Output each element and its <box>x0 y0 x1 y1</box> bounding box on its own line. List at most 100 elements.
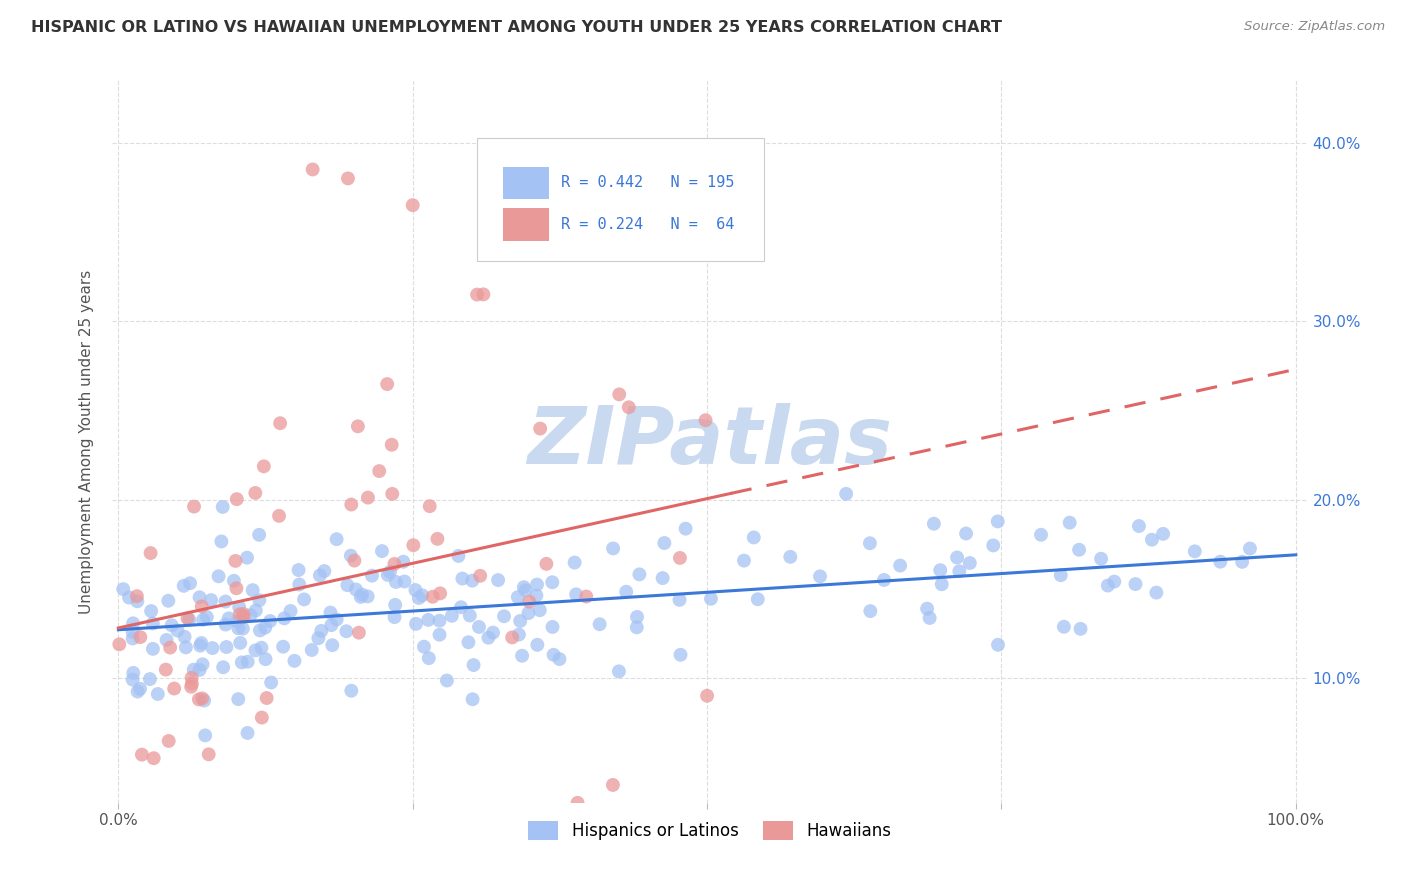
Point <box>201 641 224 656</box>
FancyBboxPatch shape <box>503 167 548 200</box>
Point <box>173 630 195 644</box>
Point <box>183 500 205 514</box>
Point <box>915 601 938 615</box>
Point <box>482 625 505 640</box>
Point <box>188 663 211 677</box>
Point <box>181 676 204 690</box>
Point <box>301 162 323 177</box>
Point <box>517 595 540 609</box>
Point <box>200 593 222 607</box>
Point <box>121 673 143 687</box>
Point <box>188 639 211 653</box>
Point <box>418 613 440 627</box>
Point <box>517 606 540 620</box>
Point <box>236 655 259 669</box>
Point <box>207 569 229 583</box>
Point <box>209 534 232 549</box>
Point <box>191 657 214 672</box>
Point <box>548 652 571 666</box>
Point <box>461 692 484 706</box>
Point <box>614 584 637 599</box>
Point <box>628 567 651 582</box>
Text: Source: ZipAtlas.com: Source: ZipAtlas.com <box>1244 20 1385 33</box>
Text: R = 0.442   N = 195: R = 0.442 N = 195 <box>561 176 734 190</box>
Point <box>506 590 529 604</box>
Point <box>626 610 648 624</box>
Point <box>173 579 195 593</box>
Text: ZIPatlas: ZIPatlas <box>527 402 893 481</box>
Point <box>375 377 398 392</box>
Point <box>733 553 755 567</box>
Point <box>191 613 214 627</box>
Point <box>371 544 394 558</box>
Point <box>607 387 630 401</box>
Point <box>575 590 598 604</box>
Point <box>195 610 218 624</box>
Point <box>336 171 359 186</box>
Point <box>1128 519 1150 533</box>
Point <box>160 618 183 632</box>
Point <box>245 643 267 657</box>
Point <box>948 564 970 578</box>
Point <box>183 663 205 677</box>
Point <box>543 648 565 662</box>
Point <box>340 549 363 563</box>
Point <box>335 624 357 639</box>
Point <box>1053 620 1076 634</box>
Point <box>918 611 941 625</box>
Point <box>218 611 240 625</box>
Point <box>987 638 1010 652</box>
Point <box>269 416 291 430</box>
Point <box>259 614 281 628</box>
Point <box>357 590 380 604</box>
Point <box>602 541 624 556</box>
Point <box>340 683 363 698</box>
Point <box>457 635 479 649</box>
Point <box>602 778 624 792</box>
Point <box>142 641 165 656</box>
Point <box>280 604 302 618</box>
Point <box>179 613 201 627</box>
Point <box>283 654 305 668</box>
Point <box>440 608 463 623</box>
Point <box>461 574 484 588</box>
Point <box>922 516 945 531</box>
Point <box>808 569 831 583</box>
Point <box>959 556 981 570</box>
Point <box>436 673 458 688</box>
Point <box>118 591 141 605</box>
Point <box>1104 574 1126 589</box>
Point <box>408 591 430 605</box>
Point <box>513 580 536 594</box>
Point <box>122 665 145 680</box>
Point <box>931 577 953 591</box>
Point <box>508 627 530 641</box>
Y-axis label: Unemployment Among Youth under 25 years: Unemployment Among Youth under 25 years <box>79 269 94 614</box>
Point <box>242 583 264 598</box>
Point <box>256 691 278 706</box>
Point <box>529 603 551 617</box>
Point <box>249 624 271 638</box>
Point <box>179 576 201 591</box>
Point <box>336 578 359 592</box>
Point <box>226 615 249 629</box>
Point <box>465 287 488 301</box>
Point <box>344 582 367 597</box>
FancyBboxPatch shape <box>477 138 763 260</box>
Point <box>402 198 425 212</box>
Point <box>314 564 336 578</box>
Point <box>347 625 370 640</box>
Point <box>254 652 277 666</box>
Point <box>188 591 211 605</box>
Point <box>492 609 515 624</box>
Point <box>121 624 143 639</box>
Point <box>232 607 254 621</box>
Point <box>368 464 391 478</box>
Point <box>955 526 977 541</box>
Point <box>361 568 384 582</box>
Point <box>515 583 537 598</box>
Point <box>1125 577 1147 591</box>
Point <box>394 574 416 589</box>
Point <box>696 689 718 703</box>
Point <box>146 687 169 701</box>
